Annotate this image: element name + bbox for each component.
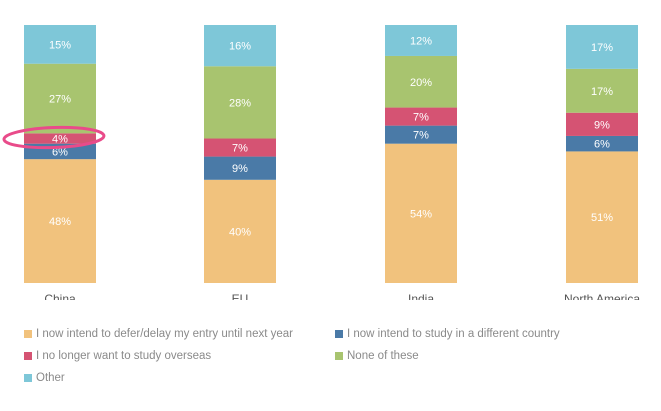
segment-china-i-no-longer-want-to-study-overseas bbox=[24, 133, 96, 144]
segment-china-other bbox=[24, 25, 96, 64]
bar-eu: 40% 9% 7% 28% 16% bbox=[204, 25, 276, 283]
segment-india-none-of-these bbox=[385, 55, 457, 108]
segment-india-i-now-intend-to-defer-delay-my-entry-until-next-year bbox=[385, 143, 457, 283]
segment-china-i-now-intend-to-defer-delay-my-entry-until-next-year bbox=[24, 159, 96, 283]
segment-eu-i-now-intend-to-defer-delay-my-entry-until-next-year bbox=[204, 179, 276, 283]
segment-north-america-i-now-intend-to-study-in-a-different-country bbox=[566, 135, 638, 152]
segment-china-none-of-these bbox=[24, 63, 96, 134]
data-label-north-america-i-no-longer-want-to-study-overseas: 9% bbox=[594, 119, 610, 131]
legend-label-other: Other bbox=[36, 372, 65, 384]
data-label-eu-i-now-intend-to-defer-delay-my-entry-until-next-year: 40% bbox=[229, 226, 251, 238]
data-label-north-america-other: 17% bbox=[591, 42, 613, 54]
legend-label-defer: I now intend to defer/delay my entry unt… bbox=[36, 328, 293, 340]
data-label-china-none-of-these: 27% bbox=[49, 94, 71, 106]
legend-item-no-longer: I no longer want to study overseas bbox=[24, 350, 211, 362]
highlight-ellipse bbox=[2, 125, 106, 150]
data-label-india-i-now-intend-to-study-in-a-different-country: 7% bbox=[413, 130, 429, 142]
data-label-eu-other: 16% bbox=[229, 41, 251, 53]
stacked-bar-chart: 48%6%4%27%15%China40%9%7%28%16%EU54%7%7%… bbox=[2, 25, 640, 300]
legend-label-no-longer: I no longer want to study overseas bbox=[36, 350, 212, 362]
segment-eu-i-no-longer-want-to-study-overseas bbox=[204, 138, 276, 157]
data-label-china-i-no-longer-want-to-study-overseas: 4% bbox=[52, 134, 68, 146]
data-label-india-i-now-intend-to-defer-delay-my-entry-until-next-year: 54% bbox=[410, 208, 432, 220]
segment-eu-i-now-intend-to-study-in-a-different-country bbox=[204, 156, 276, 180]
segment-india-i-no-longer-want-to-study-overseas bbox=[385, 107, 457, 126]
legend-item-other: Other bbox=[24, 372, 65, 384]
data-label-eu-i-now-intend-to-study-in-a-different-country: 9% bbox=[232, 163, 248, 175]
legend-item-defer: I now intend to defer/delay my entry unt… bbox=[24, 328, 293, 340]
legend-item-different-country: I now intend to study in a different cou… bbox=[335, 328, 560, 340]
category-label-north-america: North America bbox=[564, 292, 640, 300]
segment-india-i-now-intend-to-study-in-a-different-country bbox=[385, 125, 457, 144]
segment-north-america-i-now-intend-to-defer-delay-my-entry-until-next-year bbox=[566, 151, 638, 283]
legend-swatch-other bbox=[24, 374, 32, 382]
data-label-north-america-i-now-intend-to-defer-delay-my-entry-until-next-year: 51% bbox=[591, 212, 613, 224]
data-label-north-america-i-now-intend-to-study-in-a-different-country: 6% bbox=[594, 139, 610, 151]
segment-eu-other bbox=[204, 25, 276, 67]
bar-north-america: 51% 6% 9% 17% 17% bbox=[566, 25, 638, 283]
data-label-north-america-none-of-these: 17% bbox=[591, 86, 613, 98]
category-label-eu: EU bbox=[232, 292, 249, 300]
legend-swatch-defer bbox=[24, 330, 32, 338]
legend-item-none-of-these: None of these bbox=[335, 350, 419, 362]
category-label-india: India bbox=[408, 292, 434, 300]
legend: I now intend to defer/delay my entry unt… bbox=[0, 322, 661, 402]
category-label-china: China bbox=[44, 292, 76, 300]
segment-india-other bbox=[385, 25, 457, 56]
data-label-china-i-now-intend-to-defer-delay-my-entry-until-next-year: 48% bbox=[49, 216, 71, 228]
data-label-eu-none-of-these: 28% bbox=[229, 97, 251, 109]
data-label-india-i-no-longer-want-to-study-overseas: 7% bbox=[413, 112, 429, 124]
data-label-india-none-of-these: 20% bbox=[410, 77, 432, 89]
bar-india: 54% 7% 7% 20% 12% bbox=[385, 25, 457, 283]
legend-label-none-of-these: None of these bbox=[347, 350, 419, 362]
data-label-eu-i-no-longer-want-to-study-overseas: 7% bbox=[232, 143, 248, 155]
legend-swatch-different-country bbox=[335, 330, 343, 338]
legend-swatch-none-of-these bbox=[335, 352, 343, 360]
segment-eu-none-of-these bbox=[204, 66, 276, 139]
legend-swatch-no-longer bbox=[24, 352, 32, 360]
legend-label-different-country: I now intend to study in a different cou… bbox=[347, 328, 560, 340]
data-label-india-other: 12% bbox=[410, 35, 432, 47]
bar-china: 48% 6%4% 27% 15% bbox=[24, 25, 96, 283]
segment-north-america-i-no-longer-want-to-study-overseas bbox=[566, 112, 638, 136]
data-label-china-i-now-intend-to-study-in-a-different-country: 6% bbox=[52, 146, 68, 158]
segment-north-america-none-of-these bbox=[566, 68, 638, 113]
segment-north-america-other bbox=[566, 25, 638, 69]
data-label-china-other: 15% bbox=[49, 39, 71, 51]
